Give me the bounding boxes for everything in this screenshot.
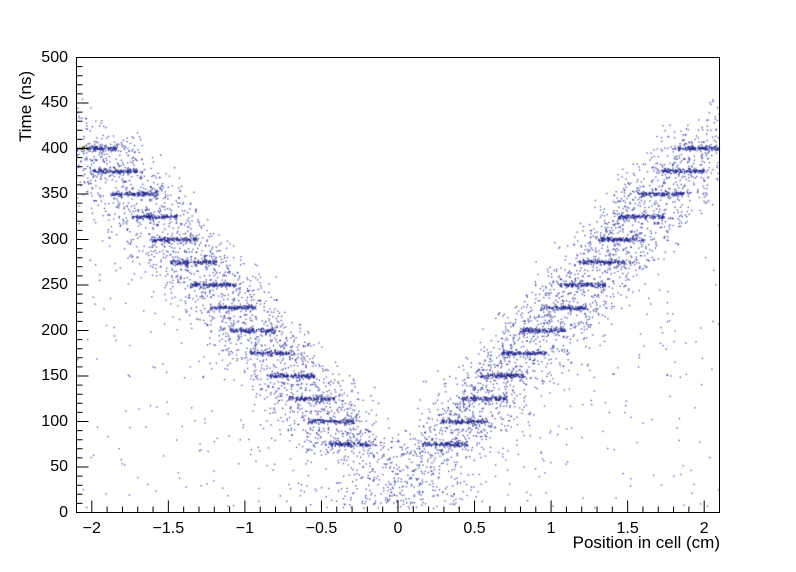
y-tick-label: 450 <box>41 94 68 111</box>
y-tick-label: 100 <box>41 412 68 430</box>
y-tick-label: 500 <box>41 48 68 66</box>
plot-frame <box>76 57 720 513</box>
y-tick-label: 50 <box>50 458 68 475</box>
y-tick-label: 0 <box>59 503 68 521</box>
y-tick-label: 200 <box>41 321 68 339</box>
y-tick-label: 150 <box>41 367 68 384</box>
y-tick-label: 250 <box>41 276 68 293</box>
x-tick-label: −2 <box>82 519 101 537</box>
y-tick-label: 350 <box>41 185 68 202</box>
x-tick-label: −0.5 <box>305 519 338 537</box>
x-tick-label: −1 <box>235 519 255 537</box>
x-tick-label: 2 <box>699 519 709 537</box>
major-ticks <box>76 57 705 513</box>
x-tick-label: 1.5 <box>616 519 639 537</box>
y-tick-label: 400 <box>41 139 68 157</box>
x-axis-title: Position in cell (cm) <box>572 533 720 552</box>
y-axis-title: Time (ns) <box>16 70 35 142</box>
x-tick-label: 0.5 <box>463 519 486 537</box>
x-tick-label: −1.5 <box>152 519 185 537</box>
x-tick-label: 1 <box>546 519 556 537</box>
x-tick-label: 0 <box>393 519 403 537</box>
y-tick-label: 300 <box>41 230 68 248</box>
minor-ticks <box>76 66 690 513</box>
